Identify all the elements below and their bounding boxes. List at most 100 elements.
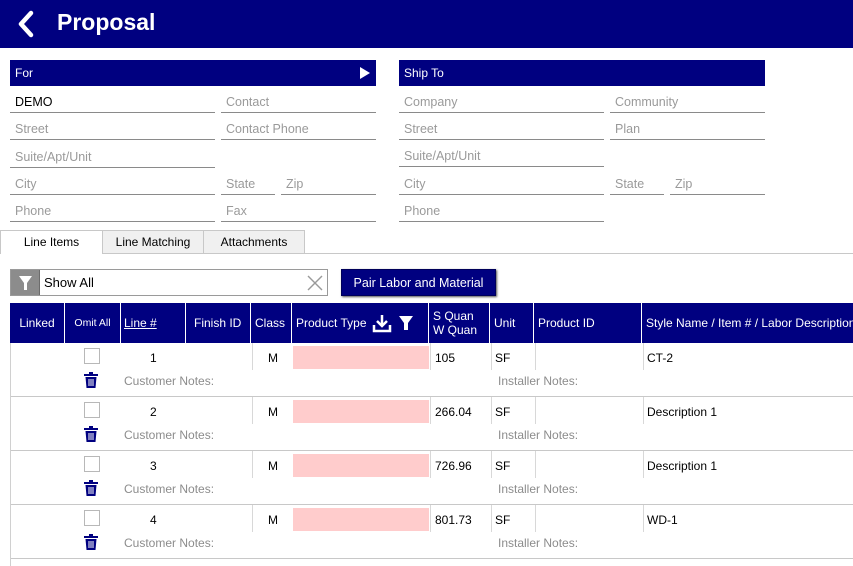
customer-notes-label: Customer Notes: bbox=[124, 482, 215, 496]
unit-value: SF bbox=[495, 459, 511, 473]
table-row[interactable]: 3 M 726.96 SF Description 1 Customer Not… bbox=[11, 451, 853, 505]
trash-icon[interactable] bbox=[84, 426, 98, 442]
tab-divider bbox=[0, 253, 853, 254]
ship-city-field[interactable]: City bbox=[399, 171, 604, 195]
installer-notes-label: Installer Notes: bbox=[498, 374, 579, 388]
product-type-cell[interactable] bbox=[293, 400, 429, 423]
page-title: Proposal bbox=[57, 9, 156, 35]
customer-field[interactable]: DEMO bbox=[10, 89, 215, 113]
table-row[interactable]: 1 M 105 SF CT-2 Customer Notes: Installe… bbox=[11, 343, 853, 397]
community-field[interactable]: Community bbox=[610, 89, 765, 113]
table-row[interactable]: 2 M 266.04 SF Description 1 Customer Not… bbox=[11, 397, 853, 451]
filter-value: Show All bbox=[44, 275, 94, 290]
cell-divider bbox=[252, 397, 253, 424]
trash-icon[interactable] bbox=[84, 480, 98, 496]
cell-divider bbox=[491, 451, 492, 478]
quantity-value: 726.96 bbox=[435, 459, 472, 473]
state-field[interactable]: State bbox=[221, 171, 275, 195]
cell-divider bbox=[430, 451, 431, 478]
cell-divider bbox=[643, 397, 644, 424]
omit-checkbox[interactable] bbox=[84, 456, 100, 472]
ship-suite-field[interactable]: Suite/Apt/Unit bbox=[399, 143, 604, 167]
col-style-name[interactable]: Style Name / Item # / Labor Description bbox=[646, 316, 853, 330]
for-section-title: For bbox=[15, 66, 33, 80]
expand-arrow-icon[interactable] bbox=[360, 67, 370, 79]
ship-phone-field[interactable]: Phone bbox=[399, 198, 604, 222]
product-type-cell[interactable] bbox=[293, 454, 429, 477]
cell-divider bbox=[535, 397, 536, 424]
col-line-number[interactable]: Line # bbox=[121, 303, 186, 343]
col-class[interactable]: Class bbox=[251, 303, 292, 343]
cell-divider bbox=[643, 505, 644, 532]
class-value: M bbox=[268, 405, 278, 419]
ship-state-field[interactable]: State bbox=[610, 171, 664, 195]
customer-notes-label: Customer Notes: bbox=[124, 536, 215, 550]
company-field[interactable]: Company bbox=[399, 89, 604, 113]
download-icon[interactable] bbox=[372, 313, 392, 333]
cell-divider bbox=[430, 397, 431, 424]
table-body: 1 M 105 SF CT-2 Customer Notes: Installe… bbox=[10, 343, 853, 566]
clear-icon[interactable] bbox=[306, 274, 324, 292]
product-type-cell[interactable] bbox=[293, 346, 429, 369]
quantity-value: 266.04 bbox=[435, 405, 472, 419]
col-omit-all[interactable]: Omit All bbox=[65, 303, 121, 343]
col-finish-id[interactable]: Finish ID bbox=[186, 303, 251, 343]
tab-attachments[interactable]: Attachments bbox=[203, 230, 305, 253]
pair-labor-material-button[interactable]: Pair Labor and Material bbox=[341, 269, 496, 296]
filter-select[interactable]: Show All bbox=[10, 269, 328, 296]
style-name-value: CT-2 bbox=[647, 351, 674, 365]
tab-line-matching[interactable]: Line Matching bbox=[102, 230, 204, 253]
customer-notes-label: Customer Notes: bbox=[124, 428, 215, 442]
cell-divider bbox=[252, 451, 253, 478]
fax-field[interactable]: Fax bbox=[221, 198, 376, 222]
for-section-header[interactable]: For bbox=[10, 60, 376, 86]
contact-field[interactable]: Contact bbox=[221, 89, 376, 113]
tab-line-items[interactable]: Line Items bbox=[0, 230, 103, 254]
col-unit[interactable]: Unit bbox=[490, 303, 534, 343]
back-arrow-icon[interactable] bbox=[12, 9, 42, 39]
filter-icon bbox=[19, 276, 32, 290]
omit-checkbox[interactable] bbox=[84, 348, 100, 364]
style-name-value: Description 1 bbox=[647, 459, 718, 473]
installer-notes-label: Installer Notes: bbox=[498, 482, 579, 496]
unit-value: SF bbox=[495, 405, 511, 419]
trash-icon[interactable] bbox=[84, 534, 98, 550]
quantity-value: 801.73 bbox=[435, 513, 472, 527]
city-field[interactable]: City bbox=[10, 171, 215, 195]
class-value: M bbox=[268, 351, 278, 365]
style-name-value: WD-1 bbox=[647, 513, 678, 527]
column-filter-icon[interactable] bbox=[398, 314, 414, 332]
product-type-cell[interactable] bbox=[293, 508, 429, 531]
line-number: 1 bbox=[150, 351, 157, 365]
ship-zip-field[interactable]: Zip bbox=[670, 171, 765, 195]
table-row[interactable]: 4 M 801.73 SF WD-1 Customer Notes: Insta… bbox=[11, 505, 853, 559]
col-linked[interactable]: Linked bbox=[10, 303, 65, 343]
cell-divider bbox=[491, 397, 492, 424]
quantity-value: 105 bbox=[435, 351, 456, 365]
cell-divider bbox=[535, 451, 536, 478]
suite-field[interactable]: Suite/Apt/Unit bbox=[10, 144, 215, 168]
customer-notes-label: Customer Notes: bbox=[124, 374, 215, 388]
col-s-quan: S Quan bbox=[433, 309, 474, 323]
phone-field[interactable]: Phone bbox=[10, 198, 215, 222]
omit-checkbox[interactable] bbox=[84, 402, 100, 418]
top-bar: Proposal bbox=[0, 0, 853, 48]
ship-street-field[interactable]: Street bbox=[399, 116, 604, 140]
zip-field[interactable]: Zip bbox=[281, 171, 376, 195]
plan-field[interactable]: Plan bbox=[610, 116, 765, 140]
col-w-quan: W Quan bbox=[433, 323, 478, 337]
filter-button[interactable] bbox=[11, 270, 40, 295]
cell-divider bbox=[643, 343, 644, 370]
cell-divider bbox=[252, 343, 253, 370]
ship-to-section-header: Ship To bbox=[399, 60, 765, 86]
col-product-type[interactable]: Product Type bbox=[292, 303, 429, 343]
trash-icon[interactable] bbox=[84, 372, 98, 388]
cell-divider bbox=[430, 343, 431, 370]
omit-checkbox[interactable] bbox=[84, 510, 100, 526]
col-product-id[interactable]: Product ID bbox=[534, 303, 642, 343]
contact-phone-field[interactable]: Contact Phone bbox=[221, 116, 376, 140]
col-product-type-label: Product Type bbox=[296, 316, 367, 330]
cell-divider bbox=[491, 343, 492, 370]
street-field[interactable]: Street bbox=[10, 116, 215, 140]
col-quantity[interactable]: S Quan W Quan bbox=[429, 303, 490, 343]
